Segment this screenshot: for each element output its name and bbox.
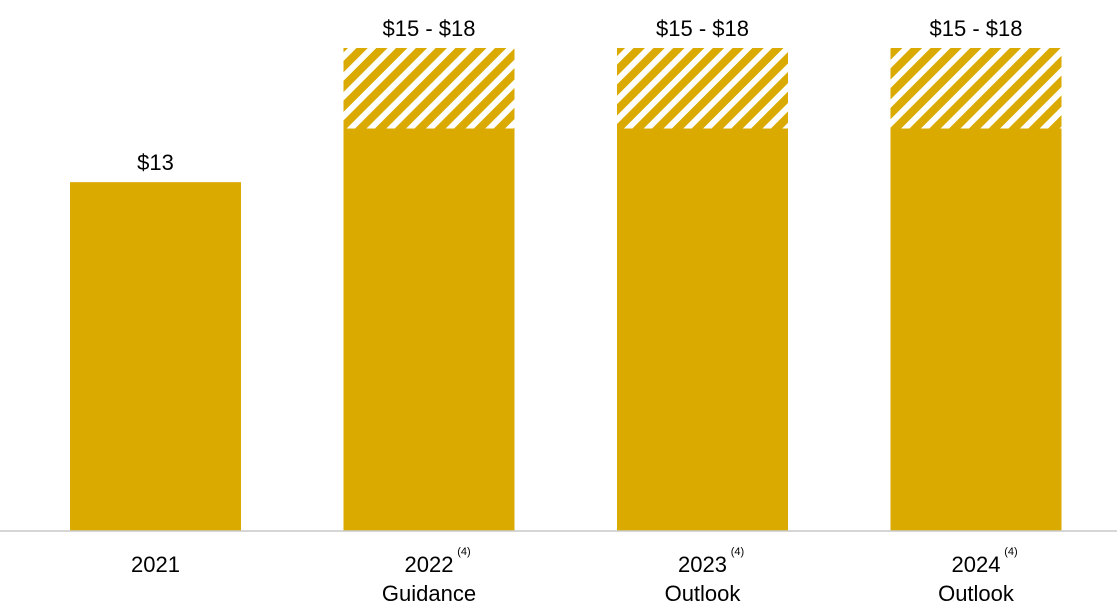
bar-range-1 [343,48,515,129]
bar-0 [70,182,241,531]
x-tick-sublabel-1: Guidance [382,581,476,606]
x-tick-label-2: 2023 [678,552,727,577]
footnote-marker-2: (4) [731,546,744,558]
x-tick-label-3: 2024 [952,552,1001,577]
labels-layer: $13 2021 $15 - $18 2022 Guidance (4) $15 - $18… [131,16,1022,606]
bar-range-3 [890,48,1062,129]
footnote-marker-3: (4) [1004,546,1017,558]
bar-2 [617,128,788,531]
data-label-3: $15 - $18 [930,16,1023,41]
bar-range-2 [617,48,788,129]
x-tick-sublabel-3: Outlook [938,581,1015,606]
bar-1 [343,128,515,531]
x-tick-label-0: 2021 [131,552,180,577]
data-label-2: $15 - $18 [656,16,749,41]
bars-layer [70,48,1062,531]
data-label-0: $13 [137,150,174,175]
x-tick-label-1: 2022 [405,552,454,577]
footnote-marker-1: (4) [457,546,470,558]
data-label-1: $15 - $18 [383,16,476,41]
x-tick-sublabel-2: Outlook [665,581,742,606]
bar-3 [890,128,1062,531]
